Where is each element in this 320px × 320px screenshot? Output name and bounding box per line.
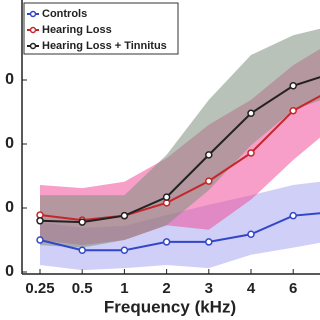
point bbox=[36, 217, 44, 225]
x-tick-label: 0.25 bbox=[25, 280, 54, 297]
x-tick-label: 3 bbox=[205, 280, 213, 297]
point bbox=[78, 218, 86, 226]
legend-marker bbox=[29, 42, 37, 50]
x-tick-label: 0.5 bbox=[72, 280, 93, 297]
point bbox=[289, 82, 297, 90]
x-tick-label: 4 bbox=[247, 280, 256, 297]
x-axis-label: Frequency (kHz) bbox=[104, 297, 236, 316]
legend-marker bbox=[29, 26, 37, 34]
point bbox=[247, 109, 255, 118]
point bbox=[36, 236, 44, 244]
series-line bbox=[39, 76, 320, 224]
band bbox=[40, 28, 320, 248]
legend-label: Controls bbox=[42, 8, 87, 20]
point bbox=[205, 151, 213, 159]
y-tick-label: 0 bbox=[5, 263, 14, 280]
legend-label: Hearing Loss + Tinnitus bbox=[42, 40, 167, 52]
x-tick-label: 1 bbox=[120, 280, 128, 297]
point bbox=[120, 211, 129, 220]
legend-label: Hearing Loss bbox=[42, 24, 112, 36]
point bbox=[205, 238, 213, 246]
legend-box bbox=[23, 2, 179, 55]
point bbox=[205, 177, 213, 185]
series-line bbox=[39, 94, 320, 222]
x-tick-label: 2 bbox=[162, 280, 170, 297]
y-tick-label: 0 bbox=[5, 135, 14, 152]
point bbox=[289, 106, 297, 115]
legend-marker bbox=[29, 10, 37, 18]
point bbox=[78, 246, 86, 254]
point bbox=[162, 238, 171, 246]
point bbox=[247, 149, 255, 157]
y-tick-label: 0 bbox=[5, 199, 14, 216]
y-tick-label: 0 bbox=[5, 71, 14, 88]
point bbox=[162, 193, 171, 201]
series-line bbox=[39, 212, 320, 252]
point bbox=[120, 246, 129, 254]
point bbox=[289, 211, 297, 220]
point bbox=[247, 230, 255, 238]
x-tick-label: 6 bbox=[289, 280, 297, 297]
